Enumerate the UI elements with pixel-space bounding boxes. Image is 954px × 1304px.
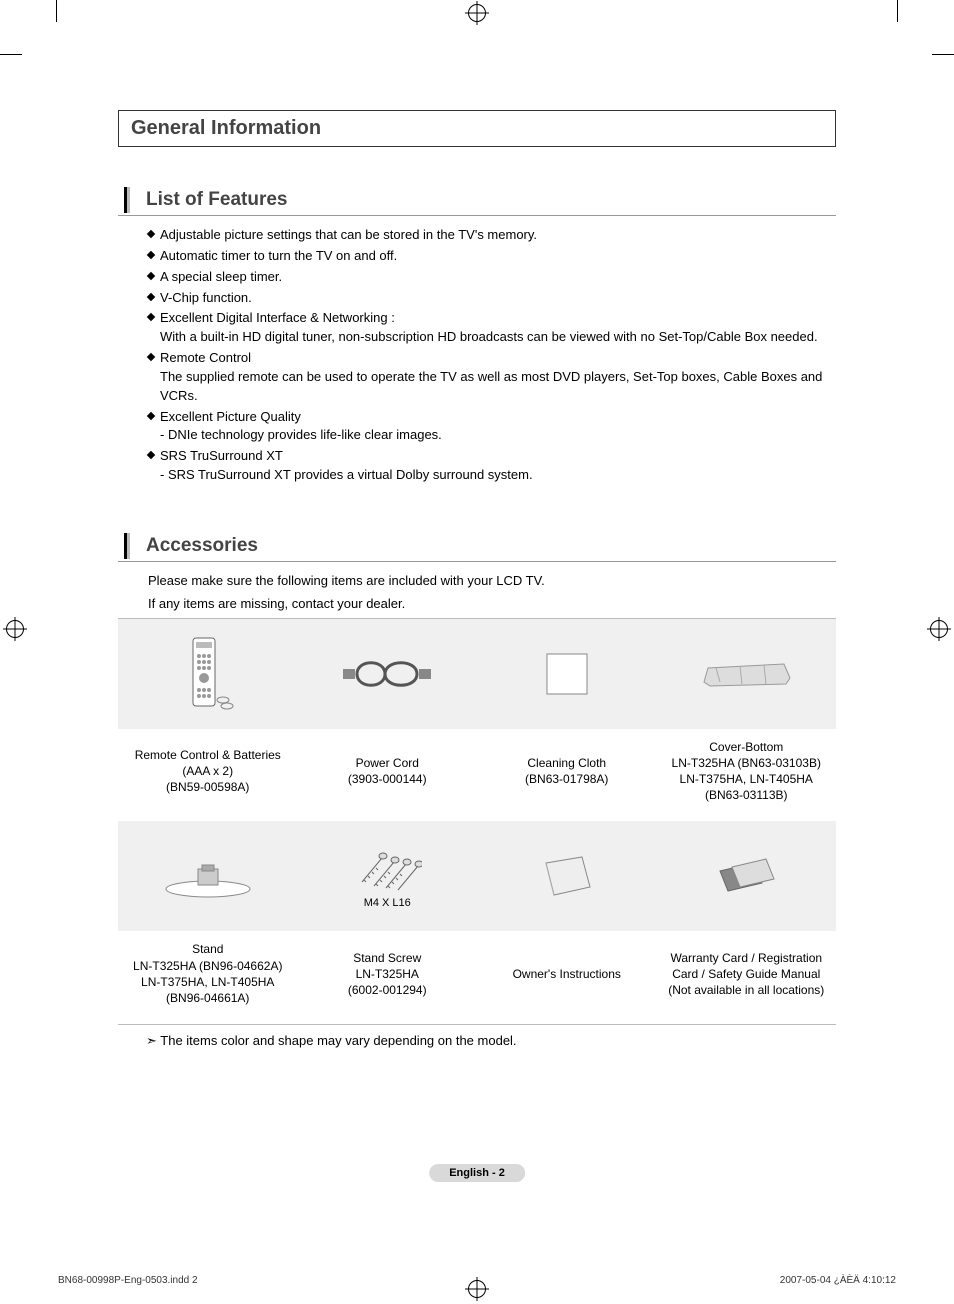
cloth-icon [537, 646, 597, 701]
accessories-title: Accessories [146, 535, 258, 557]
subsection-header: List of Features [118, 187, 836, 216]
accessory-image-cell [477, 821, 657, 931]
page-content: General Information List of Features Adj… [118, 110, 836, 1097]
feature-item: Automatic timer to turn the TV on and of… [148, 247, 836, 266]
accessory-image-cell: M4 X L16 [298, 821, 478, 931]
accessory-image-cell [118, 619, 298, 729]
accessories-note: The items color and shape may vary depen… [118, 1033, 836, 1049]
accessory-label: Warranty Card / Registration Card / Safe… [657, 931, 837, 1024]
accessories-intro: Please make sure the following items are… [118, 572, 836, 591]
accessory-image-sublabel: M4 X L16 [364, 897, 411, 909]
accessory-label: Cleaning Cloth (BN63-01798A) [477, 729, 657, 822]
accessory-label: Stand LN-T325HA (BN96-04662A) LN-T375HA,… [118, 931, 298, 1024]
accessories-label-row: Remote Control & Batteries (AAA x 2) (BN… [118, 729, 836, 822]
screw-icon [352, 844, 422, 894]
feature-item: Excellent Picture Quality - DNIe technol… [148, 408, 836, 446]
accessory-label: Cover-Bottom LN-T325HA (BN63-03103B) LN-… [657, 729, 837, 822]
accessory-label: Owner's Instructions [477, 931, 657, 1024]
registration-mark-icon [468, 4, 486, 22]
registration-mark-icon [468, 1280, 486, 1298]
accessories-image-row [118, 619, 836, 729]
subsection-header: Accessories [118, 533, 836, 562]
cover-icon [696, 654, 796, 694]
remote-icon [179, 634, 237, 714]
accessory-image-cell [657, 619, 837, 729]
accessory-image-cell [477, 619, 657, 729]
accessory-label: Power Cord (3903-000144) [298, 729, 478, 822]
feature-list: Adjustable picture settings that can be … [118, 226, 836, 485]
feature-item: A special sleep timer. [148, 268, 836, 287]
accessory-image-cell [118, 821, 298, 931]
accessories-image-row: M4 X L16 [118, 821, 836, 931]
features-subsection: List of Features Adjustable picture sett… [118, 187, 836, 485]
section-title: General Information [131, 117, 823, 140]
section-title-box: General Information [118, 110, 836, 147]
feature-item: Excellent Digital Interface & Networking… [148, 309, 836, 347]
features-title: List of Features [146, 189, 287, 211]
accessories-label-row: Stand LN-T325HA (BN96-04662A) LN-T375HA,… [118, 931, 836, 1024]
accessories-subsection: Accessories Please make sure the followi… [118, 533, 836, 1049]
doc-footer-right: 2007-05-04 ¿ÀÈÄ 4:10:12 [780, 1275, 896, 1286]
cards-icon [706, 851, 786, 901]
header-bar-icon [124, 187, 130, 213]
stand-icon [158, 851, 258, 901]
accessory-image-cell [298, 619, 478, 729]
page-number-pill: English - 2 [429, 1164, 525, 1182]
manual-icon [532, 849, 602, 904]
registration-mark-icon [930, 620, 948, 638]
header-bar-icon [124, 533, 130, 559]
accessories-intro: If any items are missing, contact your d… [118, 595, 836, 614]
cord-icon [337, 649, 437, 699]
feature-item: V-Chip function. [148, 289, 836, 308]
feature-item: Remote Control The supplied remote can b… [148, 349, 836, 406]
feature-item: Adjustable picture settings that can be … [148, 226, 836, 245]
registration-mark-icon [6, 620, 24, 638]
accessory-label: Stand Screw LN-T325HA (6002-001294) [298, 931, 478, 1024]
accessory-image-cell [657, 821, 837, 931]
feature-item: SRS TruSurround XT - SRS TruSurround XT … [148, 447, 836, 485]
doc-footer-left: BN68-00998P-Eng-0503.indd 2 [58, 1275, 198, 1286]
accessory-label: Remote Control & Batteries (AAA x 2) (BN… [118, 729, 298, 822]
